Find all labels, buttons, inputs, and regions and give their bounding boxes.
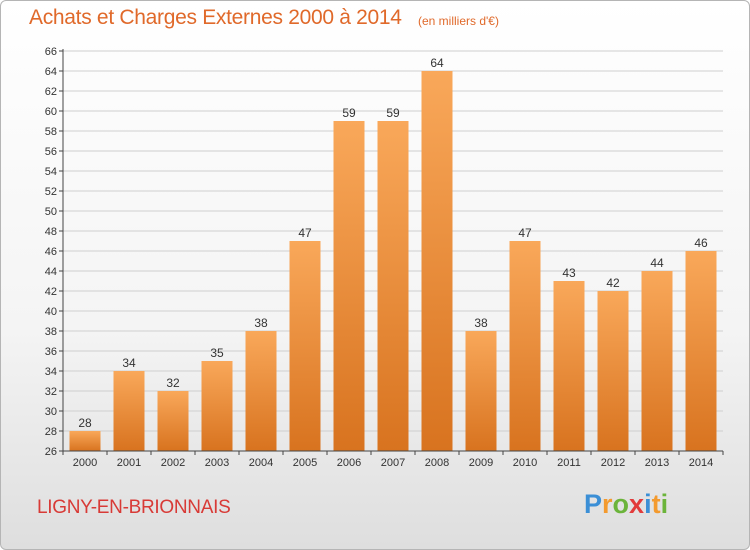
bar-2009 — [465, 331, 497, 451]
x-tick-label-2001: 2001 — [117, 457, 141, 469]
bar-2006 — [333, 121, 365, 451]
bar-2005 — [289, 241, 321, 451]
bar-2007 — [377, 121, 409, 451]
y-tick-label: 52 — [45, 186, 57, 198]
x-tick-label-2014: 2014 — [689, 457, 713, 469]
y-tick-label: 32 — [45, 386, 57, 398]
bar-label-2012: 42 — [606, 276, 620, 290]
bar-label-2003: 35 — [210, 346, 224, 360]
x-tick-label-2012: 2012 — [601, 457, 625, 469]
logo-letter: o — [612, 489, 630, 519]
bar-2002 — [157, 391, 189, 451]
y-tick-label: 40 — [45, 306, 57, 318]
x-tick-label-2002: 2002 — [161, 457, 185, 469]
y-tick-label: 60 — [45, 106, 57, 118]
axes: 26 28 30 32 34 36 38 40 42 44 46 48 50 52 54 56 58 60 62 64… — [45, 46, 724, 469]
bar-label-2006: 59 — [342, 106, 356, 120]
bar-label-2000: 28 — [78, 416, 92, 430]
bar-2013 — [641, 271, 673, 451]
bar-2011 — [553, 281, 585, 451]
y-tick-label: 64 — [45, 66, 57, 78]
x-tick-label-2011: 2011 — [557, 457, 581, 469]
bar-label-2002: 32 — [166, 376, 180, 390]
x-tick-label-2005: 2005 — [293, 457, 317, 469]
y-tick-label: 44 — [45, 266, 57, 278]
bar-label-2008: 64 — [430, 56, 444, 70]
town-name: LIGNY-EN-BRIONNAIS — [37, 497, 231, 518]
y-tick-label: 62 — [45, 86, 57, 98]
y-tick-label: 26 — [45, 446, 57, 458]
y-tick-label: 58 — [45, 126, 57, 138]
y-tick-label: 54 — [45, 166, 57, 178]
x-tick-label-2004: 2004 — [249, 457, 273, 469]
x-tick-label-2008: 2008 — [425, 457, 449, 469]
bar-label-2014: 46 — [694, 236, 708, 250]
x-tick-label-2003: 2003 — [205, 457, 229, 469]
bars: 28 34 32 35 38 47 59 59 64 38 47 43 42 44 46 — [69, 56, 717, 451]
x-tick-label-2000: 2000 — [73, 457, 97, 469]
logo-letter: r — [602, 489, 613, 519]
bar-label-2001: 34 — [122, 356, 136, 370]
logo-letter: x — [629, 489, 645, 519]
x-tick-label-2007: 2007 — [381, 457, 405, 469]
y-tick-label: 66 — [45, 46, 57, 58]
chart-subtitle: (en milliers d'€) — [418, 14, 499, 28]
logo-letter: i — [644, 489, 652, 519]
y-tick-label: 36 — [45, 346, 57, 358]
bar-2014 — [685, 251, 717, 451]
x-tick-label-2010: 2010 — [513, 457, 537, 469]
bar-label-2010: 47 — [518, 226, 532, 240]
bar-label-2009: 38 — [474, 316, 488, 330]
bar-label-2004: 38 — [254, 316, 268, 330]
bar-label-2007: 59 — [386, 106, 400, 120]
bar-2003 — [201, 361, 233, 451]
logo-letter: t — [651, 489, 661, 519]
x-tick-label-2009: 2009 — [469, 457, 493, 469]
y-tick-label: 30 — [45, 406, 57, 418]
x-tick-label-2006: 2006 — [337, 457, 361, 469]
logo-letter: P — [584, 489, 603, 519]
y-tick-label: 42 — [45, 286, 57, 298]
bar-2001 — [113, 371, 145, 451]
proxiti-logo: Proxiti — [584, 489, 668, 520]
y-tick-label: 34 — [45, 366, 57, 378]
y-tick-label: 48 — [45, 226, 57, 238]
y-tick-label: 50 — [45, 206, 57, 218]
bar-2000 — [69, 431, 101, 451]
bar-2012 — [597, 291, 629, 451]
x-tick-label-2013: 2013 — [645, 457, 669, 469]
bar-label-2011: 43 — [562, 266, 576, 280]
chart-title: Achats et Charges Externes 2000 à 2014 — [29, 6, 402, 29]
y-tick-label: 56 — [45, 146, 57, 158]
bar-label-2013: 44 — [650, 256, 664, 270]
bar-2004 — [245, 331, 277, 451]
logo-letter: i — [660, 489, 669, 519]
bar-2010 — [509, 241, 541, 451]
y-tick-label: 38 — [45, 326, 57, 338]
bar-label-2005: 47 — [298, 226, 312, 240]
y-tick-label: 28 — [45, 426, 57, 438]
y-tick-label: 46 — [45, 246, 57, 258]
bar-2008 — [421, 71, 453, 451]
